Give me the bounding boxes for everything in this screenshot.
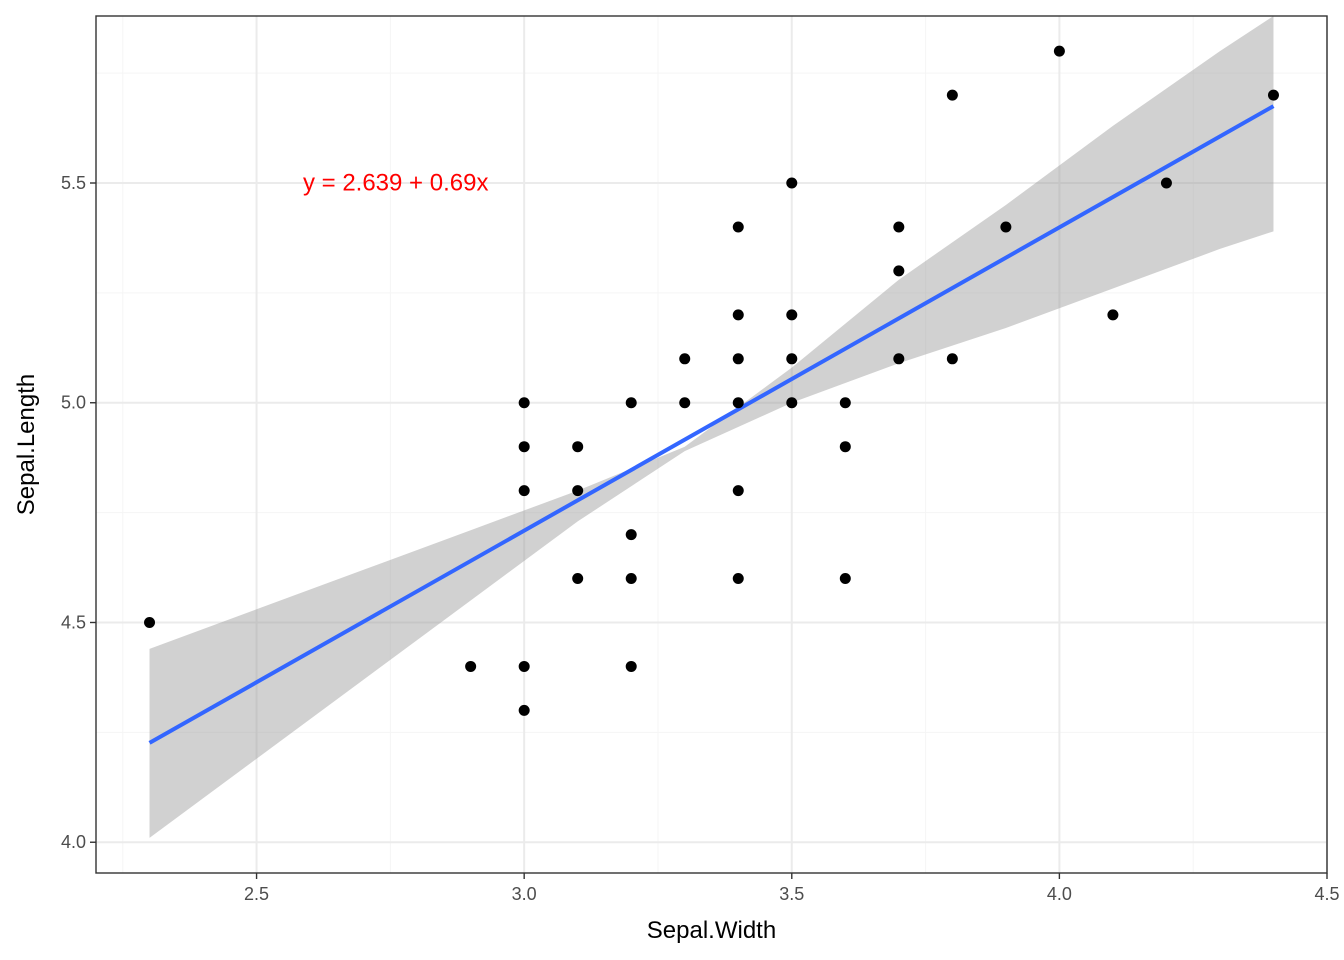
data-point [518,485,530,497]
data-point [732,485,744,497]
data-point [839,573,851,585]
x-tick-label: 3.5 [779,884,804,904]
data-point [893,221,905,233]
data-point [572,485,584,497]
data-point [1000,221,1012,233]
data-point [732,573,744,585]
x-tick-label: 4.0 [1047,884,1072,904]
data-point [625,573,637,585]
y-tick-label: 5.0 [61,393,86,413]
data-point [1267,89,1279,101]
data-point [518,660,530,672]
x-tick-label: 2.5 [244,884,269,904]
data-point [572,573,584,585]
y-tick-label: 4.5 [61,612,86,632]
data-point [946,353,958,365]
data-point [1160,177,1172,189]
y-axis-title: Sepal.Length [13,374,40,515]
fit-line [148,104,1275,745]
data-point [732,397,744,409]
x-tick-label: 4.5 [1314,884,1339,904]
data-points [144,45,1279,716]
confidence-band [149,16,1274,838]
data-point [786,177,798,189]
data-point [786,353,798,365]
data-point [946,89,958,101]
y-tick-label: 4.0 [61,832,86,852]
y-tick-label: 5.5 [61,173,86,193]
fit-line-group [148,104,1275,745]
x-tick-label: 3.0 [512,884,537,904]
data-point [679,397,691,409]
data-point [786,309,798,321]
x-axis-title: Sepal.Width [647,917,776,944]
data-point [518,397,530,409]
data-point [518,704,530,716]
y-axis: 4.0 4.5 5.0 5.5 [61,173,96,852]
data-point [572,441,584,453]
data-point [1107,309,1119,321]
regression-equation: y = 2.639 + 0.69x [303,170,488,197]
data-point [786,397,798,409]
panel-border [95,15,1328,874]
data-point [839,441,851,453]
data-point [625,660,637,672]
data-point [465,660,477,672]
data-point [732,221,744,233]
data-point [893,353,905,365]
data-point [732,309,744,321]
data-point [625,529,637,541]
data-point [625,397,637,409]
data-point [732,353,744,365]
data-point [1053,45,1065,57]
data-point [679,353,691,365]
data-point [518,441,530,453]
confidence-band-group [149,16,1274,838]
x-axis: 2.5 3.0 3.5 4.0 4.5 [244,873,1340,904]
data-point [144,616,156,628]
data-point [893,265,905,277]
data-point [839,397,851,409]
